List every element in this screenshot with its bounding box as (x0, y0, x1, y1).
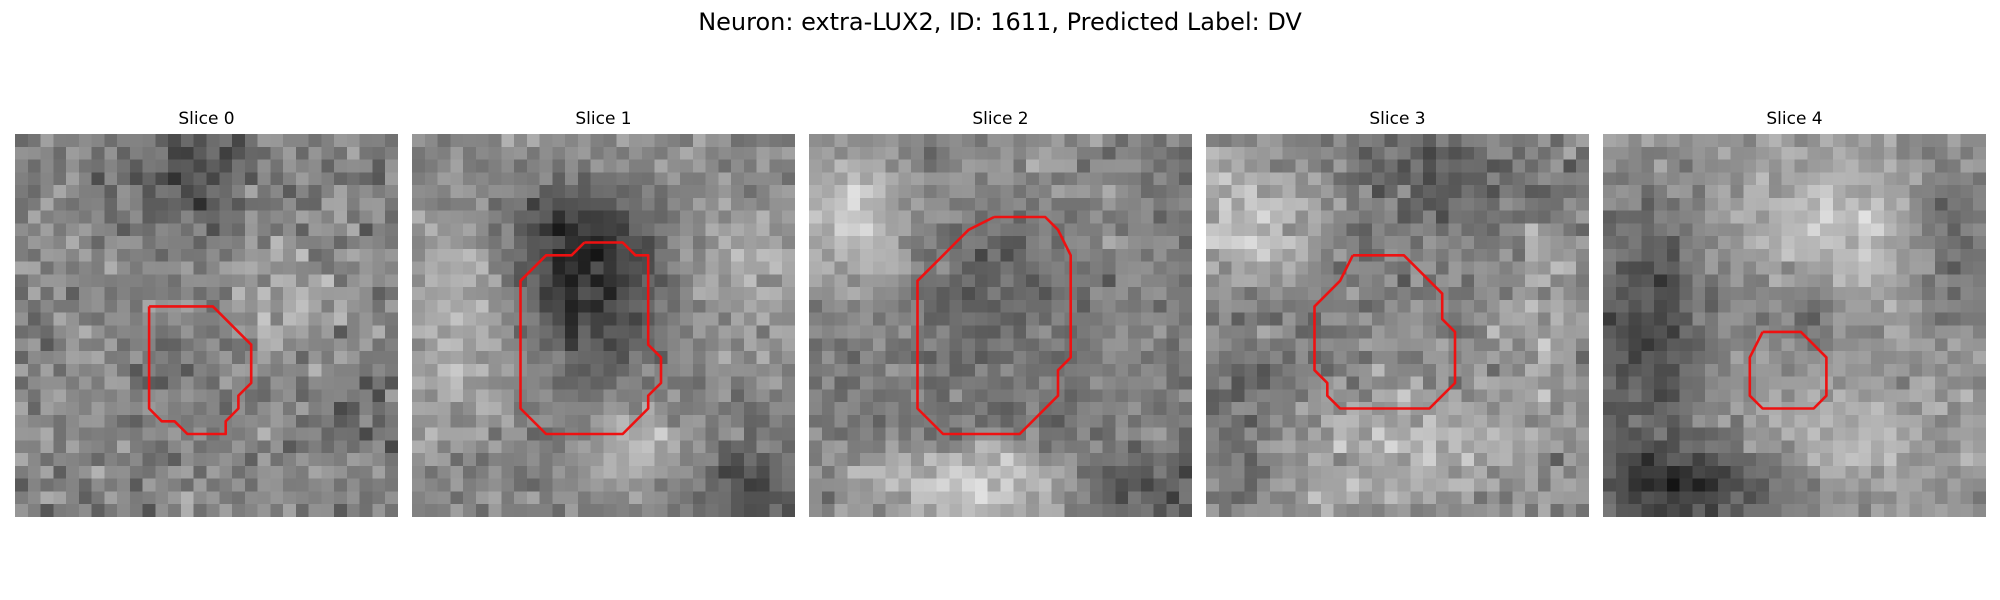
slice-image (412, 134, 795, 517)
slice-image (1206, 134, 1589, 517)
slice-title: Slice 2 (972, 109, 1029, 129)
slice-pixels (412, 134, 795, 517)
slice-pixels (809, 134, 1192, 517)
slice-title: Slice 4 (1766, 109, 1823, 129)
roi-outline (147, 305, 253, 436)
slice-title: Slice 0 (178, 109, 235, 129)
slice-image (809, 134, 1192, 517)
roi-outline (916, 215, 1073, 436)
roi-outline (1313, 254, 1457, 410)
roi-outline (519, 241, 663, 436)
slice-pixels (1603, 134, 1986, 517)
slice-title: Slice 1 (575, 109, 632, 129)
slice-image (15, 134, 398, 517)
slice-panel-1: Slice 1 (412, 108, 795, 517)
figure-title: Neuron: extra-LUX2, ID: 1611, Predicted … (698, 8, 1302, 36)
slice-panel-4: Slice 4 (1603, 108, 1986, 517)
roi-outline (1748, 330, 1828, 410)
slice-pixels (1206, 134, 1589, 517)
slice-panel-0: Slice 0 (15, 108, 398, 517)
slice-pixels (15, 134, 398, 517)
slice-panel-3: Slice 3 (1206, 108, 1589, 517)
slice-title: Slice 3 (1369, 109, 1426, 129)
slice-image (1603, 134, 1986, 517)
slice-panel-2: Slice 2 (809, 108, 1192, 517)
